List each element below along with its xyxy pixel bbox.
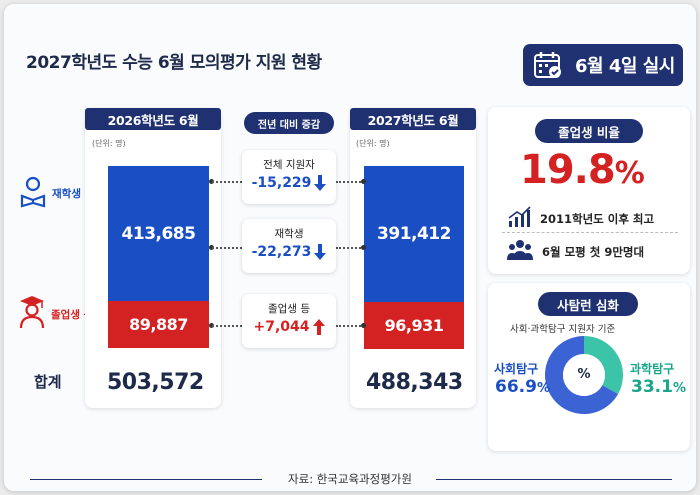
change-label: 전체 지원자: [263, 159, 315, 171]
pie-value-social: 66.9%: [495, 377, 550, 397]
change-value: -22,273: [242, 244, 336, 260]
pie-label-science: 과학탐구: [630, 362, 675, 376]
label-total: 합계: [34, 373, 62, 391]
growth-chart-icon: [508, 206, 531, 227]
grad-ratio-pct: %: [614, 156, 645, 191]
unit-left: (단위: 명): [92, 139, 126, 148]
bar-segment-current-2027: 391,412: [364, 166, 464, 302]
divider: [502, 232, 678, 233]
date-badge: 6월 4일 실시: [523, 44, 683, 86]
grad-ratio-value: 19.8%: [4, 147, 696, 193]
calendar-icon: [534, 52, 561, 78]
tamgu-sub: 사회·과학탐구 지원자 기준: [510, 324, 616, 335]
change-card-total: 전체 지원자 -15,229: [242, 150, 336, 204]
change-label: 졸업생 등: [268, 303, 310, 315]
arrow-down-icon: [314, 244, 327, 260]
connector-dot: [361, 179, 366, 184]
pie-value-science-pct: %: [672, 381, 686, 396]
people-group-icon: [507, 240, 533, 260]
bar-segment-grad-2026: 89,887: [108, 301, 209, 348]
graduate-icon: [19, 296, 45, 329]
connector-line: [336, 247, 364, 249]
pie-hole: [563, 354, 605, 396]
grad-ratio-header: 졸업생 비율: [535, 119, 643, 143]
tamgu-header: 사탐런 심화: [538, 292, 638, 316]
change-number: -22,273: [251, 244, 312, 260]
change-label: 재학생: [274, 228, 304, 240]
connector-dot: [209, 179, 214, 184]
footer-line-left: [30, 479, 262, 480]
connector-line: [212, 325, 242, 327]
page-title: 2027학년도 수능 6월 모의평가 지원 현황: [26, 53, 322, 73]
arrow-up-icon: [312, 319, 325, 335]
total-2027: 488,343: [366, 370, 463, 395]
pie-value-science-number: 33.1: [631, 377, 673, 397]
pie-value-science: 33.1%: [631, 377, 686, 397]
connector-line: [336, 181, 364, 183]
pie-slice-social: [545, 336, 619, 414]
pie-value-social-pct: %: [536, 381, 550, 396]
bar-header-2026: 2026학년도 6월: [85, 108, 221, 130]
change-number: -15,229: [251, 175, 312, 191]
total-2026: 503,572: [107, 370, 204, 395]
label-graduates: 졸업생 등: [51, 309, 94, 321]
grad-ratio-line1: 2011학년도 이후 최고: [540, 212, 655, 226]
bar-header-2027: 2027학년도 6월: [350, 108, 476, 130]
connector-dot: [361, 245, 366, 250]
change-card-grad: 졸업생 등 +7,044: [242, 294, 336, 348]
connector-dot: [361, 323, 366, 328]
bar-segment-current-2026: 413,685: [108, 166, 209, 301]
grad-ratio-number: 19.8: [520, 147, 616, 193]
pie-value-social-number: 66.9: [495, 377, 537, 397]
bar-segment-grad-2027: 96,931: [364, 302, 464, 349]
change-number: +7,044: [253, 319, 310, 335]
connector-dot: [209, 245, 214, 250]
tamgu-pie-chart: [545, 336, 623, 414]
infographic-card: 2027학년도 수능 6월 모의평가 지원 현황 6월 4일 실시 재학생 졸업…: [4, 4, 696, 491]
arrow-down-icon: [314, 175, 327, 191]
connector-line: [212, 247, 242, 249]
pie-center-label: %: [577, 367, 591, 382]
source-text: 자료: 한국교육과정평가원: [288, 472, 412, 486]
change-value: +7,044: [242, 319, 336, 335]
connector-line: [336, 325, 364, 327]
date-text: 6월 4일 실시: [575, 56, 675, 77]
change-card-current: 재학생 -22,273: [242, 219, 336, 273]
connector-line: [212, 181, 242, 183]
pie-label-social: 사회탐구: [494, 362, 539, 376]
unit-right: (단위: 명): [356, 139, 390, 148]
change-value: -15,229: [242, 175, 336, 191]
label-current-students: 재학생: [52, 188, 81, 200]
change-header: 전년 대비 증감: [244, 112, 334, 134]
connector-dot: [209, 323, 214, 328]
student-reading-icon: [20, 176, 46, 208]
footer-line-right: [436, 479, 672, 480]
grad-ratio-line2: 6월 모평 첫 9만명대: [542, 245, 645, 259]
pie-slice-science: [584, 336, 623, 395]
